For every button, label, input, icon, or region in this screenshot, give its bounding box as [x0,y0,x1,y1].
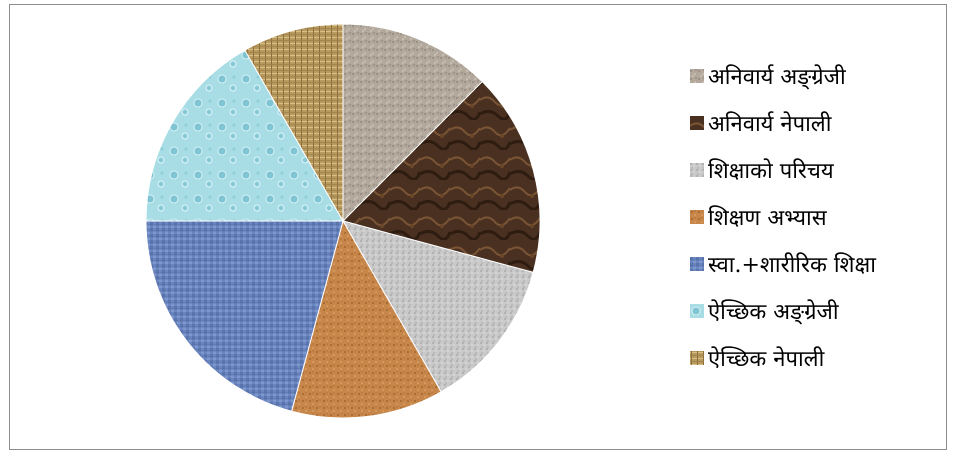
legend-label: अनिवार्य नेपाली [708,111,832,137]
legend-item: शिक्षण अभ्यास [690,193,876,240]
legend-label: स्वा.+शारीरिक शिक्षा [708,252,876,278]
legend-swatch [690,303,704,318]
legend-label: ऐच्छिक अङ्ग्रेजी [708,299,839,325]
legend-item: ऐच्छिक अङ्ग्रेजी [690,287,876,334]
legend-swatch [690,68,704,83]
pie-slice [145,49,344,222]
legend-item: स्वा.+शारीरिक शिक्षा [690,240,876,287]
pie-slices [145,23,541,419]
legend: अनिवार्य अङ्ग्रेजी अनिवार्य नेपाली शिक्ष… [690,52,876,381]
pie-slice [244,23,344,223]
legend-label: शिक्षण अभ्यास [708,205,827,231]
legend-label: ऐच्छिक नेपाली [708,346,825,372]
pie-slice [291,219,442,419]
pie-slice [145,220,344,412]
legend-label: शिक्षाको परिचय [708,158,834,184]
pie-slice [342,23,484,223]
legend-item: ऐच्छिक नेपाली [690,334,876,381]
legend-swatch [690,350,704,365]
legend-swatch [690,115,704,130]
legend-item: शिक्षाको परिचय [690,146,876,193]
legend-swatch [690,162,704,177]
legend-item: अनिवार्य अङ्ग्रेजी [690,52,876,99]
pie-slice [341,220,534,393]
legend-swatch [690,209,704,224]
legend-item: अनिवार्य नेपाली [690,99,876,146]
legend-label: अनिवार्य अङ्ग्रेजी [708,64,846,90]
legend-swatch [690,256,704,271]
pie-slice [342,80,541,273]
